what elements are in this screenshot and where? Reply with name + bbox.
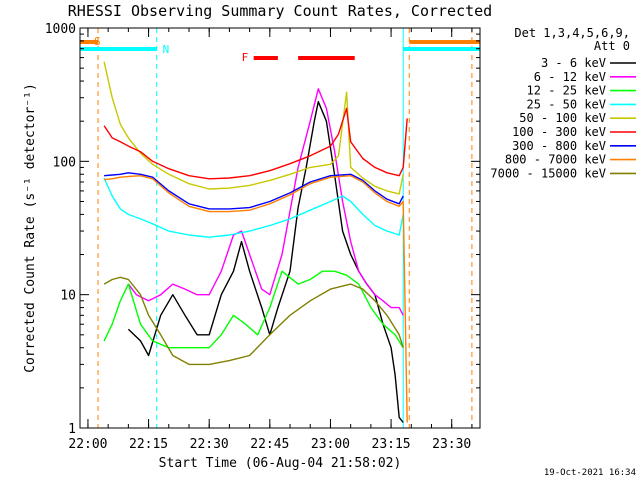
legend-label: 12 - 25 keV	[527, 84, 606, 98]
x-axis-label: Start Time (06-Aug-04 21:58:02)	[159, 456, 402, 471]
flag-label: S	[94, 35, 101, 48]
y-tick-label: 100	[53, 155, 76, 170]
y-tick-label: 1	[68, 422, 76, 437]
legend-header-line-2: Att 0	[594, 39, 630, 53]
x-tick-label: 22:15	[129, 437, 168, 452]
series-line	[103, 276, 404, 366]
y-axis-ticks: 1 10 100 1000	[45, 22, 480, 437]
legend-header-line-1: Det 1,3,4,5,6,9,	[514, 26, 630, 40]
flag-label: N	[163, 43, 170, 56]
legend-label: 7000 - 15000 keV	[490, 166, 606, 180]
x-tick-label: 22:45	[250, 437, 289, 452]
legend-label: 50 - 100 keV	[519, 111, 606, 125]
plot-frame	[79, 27, 481, 429]
x-tick-label: 23:00	[311, 437, 350, 452]
series-line	[104, 174, 408, 423]
x-tick-label: 23:15	[372, 437, 411, 452]
series-line	[127, 88, 404, 316]
series-lines	[103, 61, 408, 423]
series-line	[103, 270, 404, 349]
flag-label: F	[242, 51, 249, 64]
flag-bars: S N F	[80, 35, 480, 64]
series-line	[103, 61, 404, 195]
legend-label: 800 - 7000 keV	[505, 153, 606, 167]
x-tick-label: 22:30	[190, 437, 229, 452]
legend-label: 6 - 12 keV	[534, 70, 606, 84]
footer-date: 19-Oct-2021 16:34	[544, 468, 636, 478]
y-tick-label: 10	[60, 289, 76, 304]
x-axis-ticks: 22:00 22:15 22:30 22:45 23:00 23:15 23:30	[68, 28, 473, 452]
series-line	[103, 107, 408, 180]
legend-label: 25 - 50 keV	[527, 97, 606, 111]
series-line	[103, 177, 404, 238]
x-tick-label: 22:00	[68, 437, 107, 452]
series-line	[104, 172, 404, 210]
legend-label: 3 - 6 keV	[541, 56, 606, 70]
chart-title: RHESSI Observing Summary Count Rates, Co…	[68, 2, 492, 20]
legend-label: 300 - 800 keV	[512, 139, 606, 153]
legend-label: 100 - 300 keV	[512, 125, 606, 139]
x-tick-label: 23:30	[432, 437, 471, 452]
y-axis-label: Corrected Count Rate (s⁻¹ detector⁻¹)	[23, 83, 38, 373]
y-tick-label: 1000	[45, 22, 76, 37]
